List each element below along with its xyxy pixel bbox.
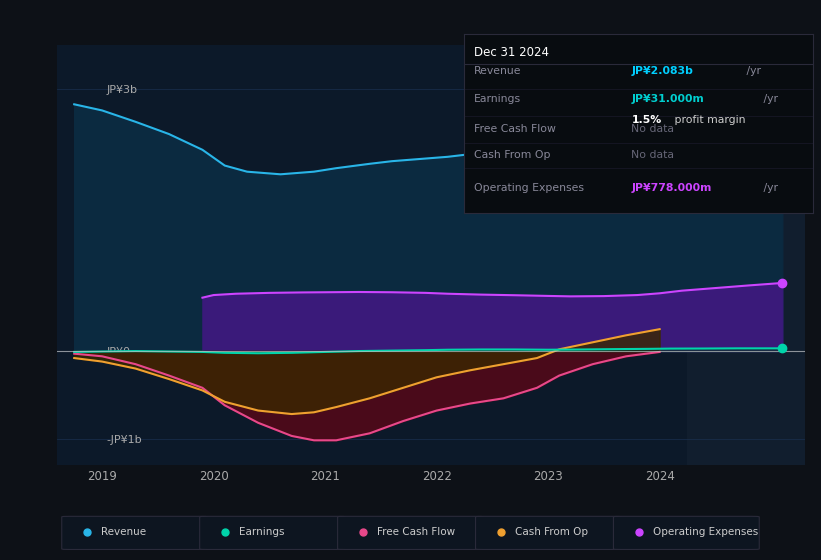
Text: /yr: /yr: [743, 66, 761, 76]
Text: Free Cash Flow: Free Cash Flow: [377, 527, 455, 537]
Text: Dec 31 2024: Dec 31 2024: [475, 46, 549, 59]
Text: Revenue: Revenue: [475, 66, 522, 76]
Text: No data: No data: [631, 151, 674, 161]
FancyBboxPatch shape: [200, 516, 346, 549]
Text: No data: No data: [631, 124, 674, 134]
Text: Cash From Op: Cash From Op: [475, 151, 551, 161]
Text: Revenue: Revenue: [101, 527, 146, 537]
Text: profit margin: profit margin: [672, 115, 746, 125]
Text: Free Cash Flow: Free Cash Flow: [475, 124, 556, 134]
Text: Operating Expenses: Operating Expenses: [475, 183, 585, 193]
Text: /yr: /yr: [760, 183, 778, 193]
FancyBboxPatch shape: [62, 516, 208, 549]
Text: /yr: /yr: [760, 94, 778, 104]
FancyBboxPatch shape: [475, 516, 621, 549]
Text: JP¥31.000m: JP¥31.000m: [631, 94, 704, 104]
FancyBboxPatch shape: [613, 516, 759, 549]
FancyBboxPatch shape: [337, 516, 484, 549]
Text: JP¥2.083b: JP¥2.083b: [631, 66, 693, 76]
Text: 1.5%: 1.5%: [631, 115, 662, 125]
Text: Operating Expenses: Operating Expenses: [653, 527, 758, 537]
Text: Cash From Op: Cash From Op: [515, 527, 588, 537]
Bar: [687, 45, 805, 465]
Text: Earnings: Earnings: [475, 94, 521, 104]
Text: JP¥778.000m: JP¥778.000m: [631, 183, 712, 193]
Text: Earnings: Earnings: [239, 527, 285, 537]
